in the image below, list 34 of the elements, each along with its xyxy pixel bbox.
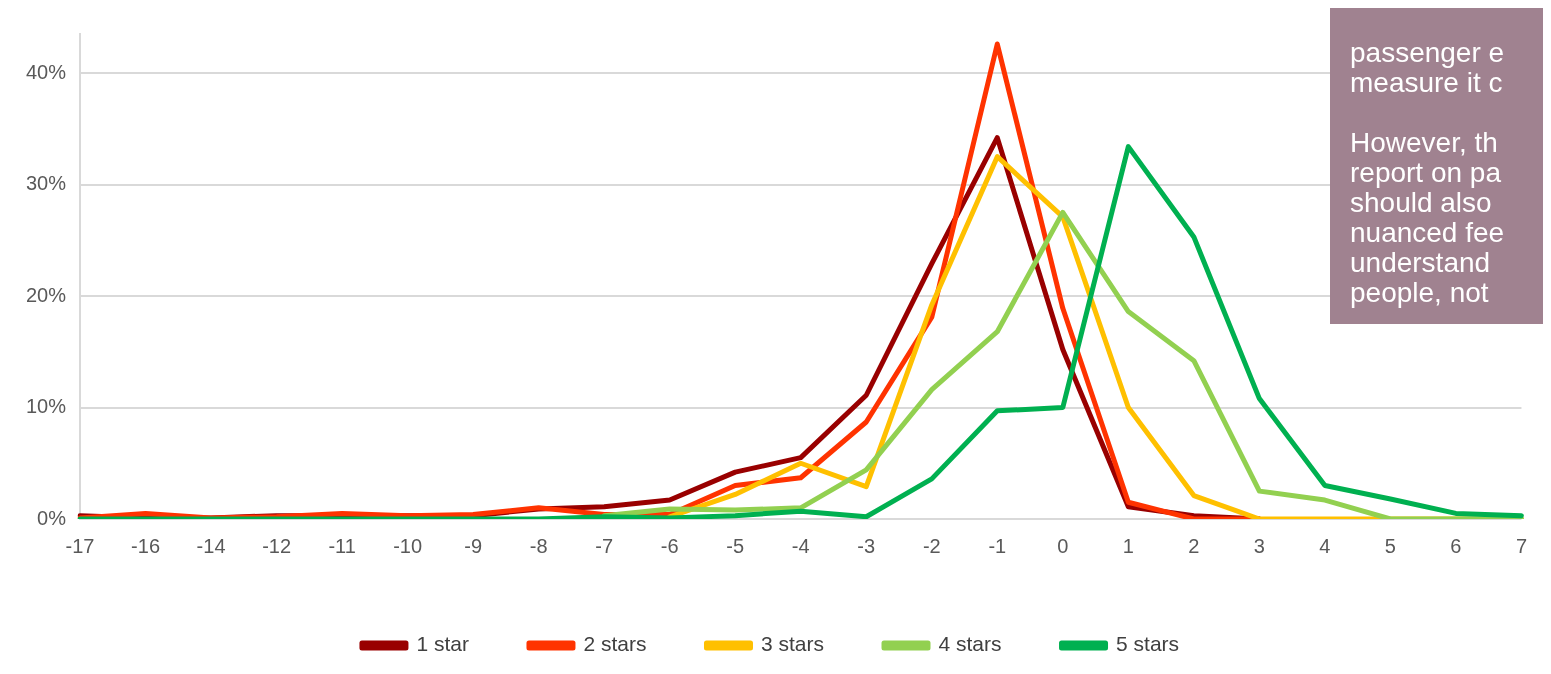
x-tick-label: 5 [1384,534,1396,557]
x-tick-label: -14 [196,534,226,557]
y-tick-label: 20% [26,283,67,306]
x-tick-label: -1 [988,534,1007,557]
x-tick-label: 7 [1515,534,1527,557]
x-tick-label: -6 [660,534,679,557]
x-tick-label: -7 [595,534,614,557]
y-tick-label: 30% [26,172,67,195]
x-tick-label: -9 [464,534,483,557]
annotation: passenger e measure it c However, th report on pa should also nuanced fee understand people, not [1330,8,1543,324]
legend-label: 3 stars [760,632,825,656]
x-tick-label: -11 [328,534,356,557]
x-tick-label: -3 [857,534,876,557]
x-tick-label: -8 [529,534,548,557]
x-tick-label: -17 [65,534,95,557]
legend-label: 1 star [416,632,469,656]
x-tick-label: -10 [393,534,423,557]
x-tick-label: -12 [262,534,292,557]
y-tick-label: 0% [37,506,67,529]
y-tick-label: 40% [26,60,67,83]
x-tick-label: -4 [791,534,810,557]
x-tick-label: -16 [131,534,160,557]
legend-label: 4 stars [938,632,1002,656]
x-tick-label: 1 [1122,534,1134,557]
legend-label: 5 stars [1116,632,1180,656]
x-tick-label: 6 [1450,534,1462,557]
x-tick-label: -5 [726,534,745,557]
x-tick-label: 3 [1253,534,1265,557]
x-tick-label: 2 [1188,534,1200,557]
legend-label: 2 stars [583,632,647,656]
x-tick-label: 4 [1319,534,1331,557]
x-tick-label: -2 [922,534,941,557]
x-tick-label: 0 [1057,534,1069,557]
y-tick-label: 10% [26,395,67,418]
